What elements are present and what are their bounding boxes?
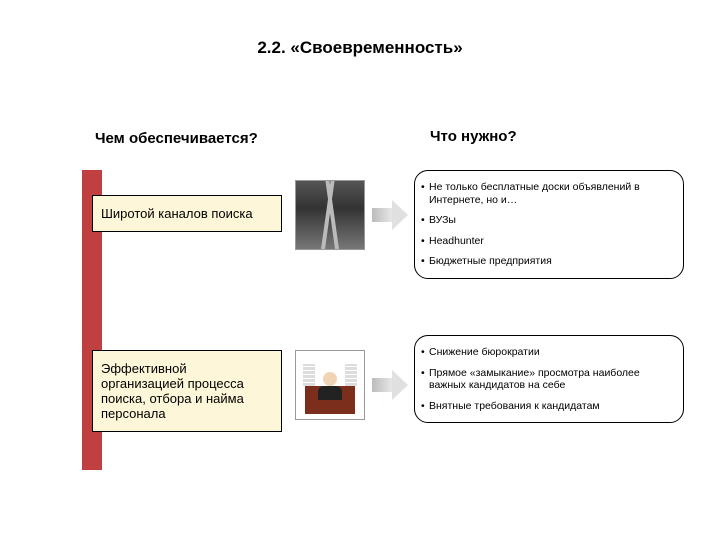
slide-title: 2.2. «Своевременность»	[0, 38, 720, 58]
bullet: Не только бесплатные доски объявлений в …	[421, 181, 675, 206]
bullet: Снижение бюрократии	[421, 346, 675, 359]
left-column-header: Чем обеспечивается?	[95, 130, 258, 147]
bullet: Headhunter	[421, 235, 675, 248]
arrow-icon	[372, 370, 408, 400]
arrow-icon	[372, 200, 408, 230]
bullet: ВУЗы	[421, 214, 675, 227]
right-box-1: Не только бесплатные доски объявлений в …	[414, 170, 684, 279]
railway-icon	[295, 180, 365, 250]
left-box-2-label: Эффективной организацией процесса поиска…	[101, 361, 244, 421]
bullet: Внятные требования к кандидатам	[421, 400, 675, 413]
left-box-1-label: Широтой каналов поиска	[101, 206, 253, 221]
left-box-1: Широтой каналов поиска	[92, 195, 282, 232]
bullet: Прямое «замыкание» просмотра наиболее ва…	[421, 367, 675, 392]
left-box-2: Эффективной организацией процесса поиска…	[92, 350, 282, 432]
desk-icon	[295, 350, 365, 420]
bullet: Бюджетные предприятия	[421, 255, 675, 268]
right-column-header: Что нужно?	[430, 128, 517, 145]
right-box-2: Снижение бюрократии Прямое «замыкание» п…	[414, 335, 684, 423]
